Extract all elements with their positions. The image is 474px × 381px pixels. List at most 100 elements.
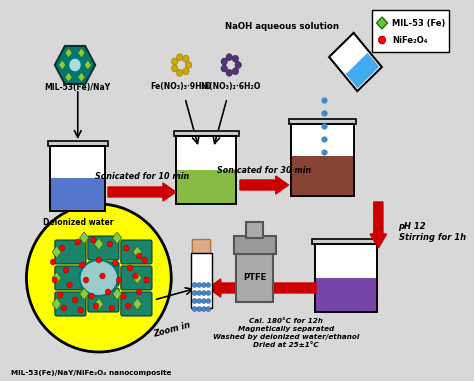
FancyBboxPatch shape [372,10,449,52]
Polygon shape [316,278,376,311]
Circle shape [107,241,113,247]
FancyBboxPatch shape [121,292,152,316]
Circle shape [185,61,192,69]
FancyBboxPatch shape [246,222,263,238]
Polygon shape [65,48,72,58]
Circle shape [78,307,83,313]
Polygon shape [47,141,108,146]
Polygon shape [52,272,61,284]
FancyBboxPatch shape [88,288,119,312]
Polygon shape [292,124,354,196]
Circle shape [197,282,201,288]
Text: MIL-53(Fe)/NaY: MIL-53(Fe)/NaY [45,83,111,92]
Polygon shape [65,72,72,82]
Polygon shape [52,246,61,258]
Circle shape [116,277,122,283]
FancyBboxPatch shape [121,266,152,290]
Circle shape [113,260,118,266]
Circle shape [378,36,386,44]
Polygon shape [177,170,235,203]
Polygon shape [376,17,388,29]
FancyBboxPatch shape [192,240,210,255]
Circle shape [201,298,206,304]
Polygon shape [312,239,380,244]
Polygon shape [346,53,379,88]
Circle shape [144,277,149,283]
Polygon shape [58,60,66,70]
Text: Ni(NO₃)₂·6H₂O: Ni(NO₃)₂·6H₂O [201,82,261,91]
Circle shape [221,58,228,65]
FancyArrow shape [240,176,289,194]
Circle shape [126,303,131,309]
Circle shape [172,65,178,72]
Polygon shape [113,232,122,244]
Polygon shape [329,33,382,91]
Polygon shape [50,146,105,210]
Circle shape [201,306,206,312]
Circle shape [137,253,142,259]
Circle shape [63,267,69,273]
Circle shape [201,290,206,296]
FancyBboxPatch shape [237,252,273,302]
Circle shape [127,265,133,271]
Circle shape [226,69,232,76]
Text: Sonicated for 10 min: Sonicated for 10 min [95,171,189,181]
Polygon shape [133,246,142,258]
Polygon shape [113,288,122,300]
Polygon shape [315,244,377,312]
Circle shape [96,257,101,263]
Text: Zoom in: Zoom in [153,321,192,339]
Circle shape [206,306,210,312]
Circle shape [100,273,105,279]
Polygon shape [80,288,89,300]
Circle shape [206,290,210,296]
Circle shape [206,282,210,288]
Text: PTFE: PTFE [243,272,266,282]
Circle shape [72,297,78,303]
Polygon shape [78,48,85,58]
Circle shape [232,68,238,75]
FancyArrow shape [208,279,316,297]
Circle shape [206,298,210,304]
Circle shape [226,54,232,61]
Text: Sonicated for 30 min: Sonicated for 30 min [217,165,311,174]
Circle shape [124,245,129,251]
Circle shape [182,55,189,62]
Ellipse shape [27,204,171,352]
Text: pH 12
Stirring for 1h: pH 12 Stirring for 1h [399,222,465,242]
Text: Cal. 180°C for 12h
Magnetically separated
Washed by deionized water/ethanol
Drie: Cal. 180°C for 12h Magnetically separate… [213,318,359,348]
Text: NiFe₂O₄: NiFe₂O₄ [392,35,428,45]
Circle shape [58,292,63,298]
Circle shape [52,277,58,283]
Circle shape [197,306,201,312]
Circle shape [197,290,201,296]
Circle shape [80,262,85,268]
Circle shape [105,289,111,295]
Polygon shape [292,156,353,195]
FancyBboxPatch shape [55,292,86,316]
Text: MIL-53(Fe)/NaY/NiFe₂O₄ nanocomposite: MIL-53(Fe)/NaY/NiFe₂O₄ nanocomposite [11,370,172,376]
Polygon shape [94,238,103,250]
Circle shape [235,61,241,69]
Circle shape [182,68,189,75]
Circle shape [221,65,228,72]
Circle shape [67,282,72,288]
Circle shape [197,298,201,304]
Polygon shape [55,46,95,84]
FancyBboxPatch shape [55,240,86,264]
Circle shape [192,306,197,312]
FancyBboxPatch shape [234,236,276,254]
Polygon shape [52,298,61,310]
Circle shape [75,239,81,245]
Circle shape [91,237,96,243]
Polygon shape [51,178,104,210]
Circle shape [89,293,94,299]
Circle shape [142,257,147,263]
Circle shape [59,245,65,251]
Circle shape [50,259,56,265]
FancyBboxPatch shape [55,266,86,290]
Polygon shape [173,131,238,136]
Text: NaOH aqueous solution: NaOH aqueous solution [225,22,339,31]
FancyBboxPatch shape [121,240,152,264]
Circle shape [83,277,89,283]
